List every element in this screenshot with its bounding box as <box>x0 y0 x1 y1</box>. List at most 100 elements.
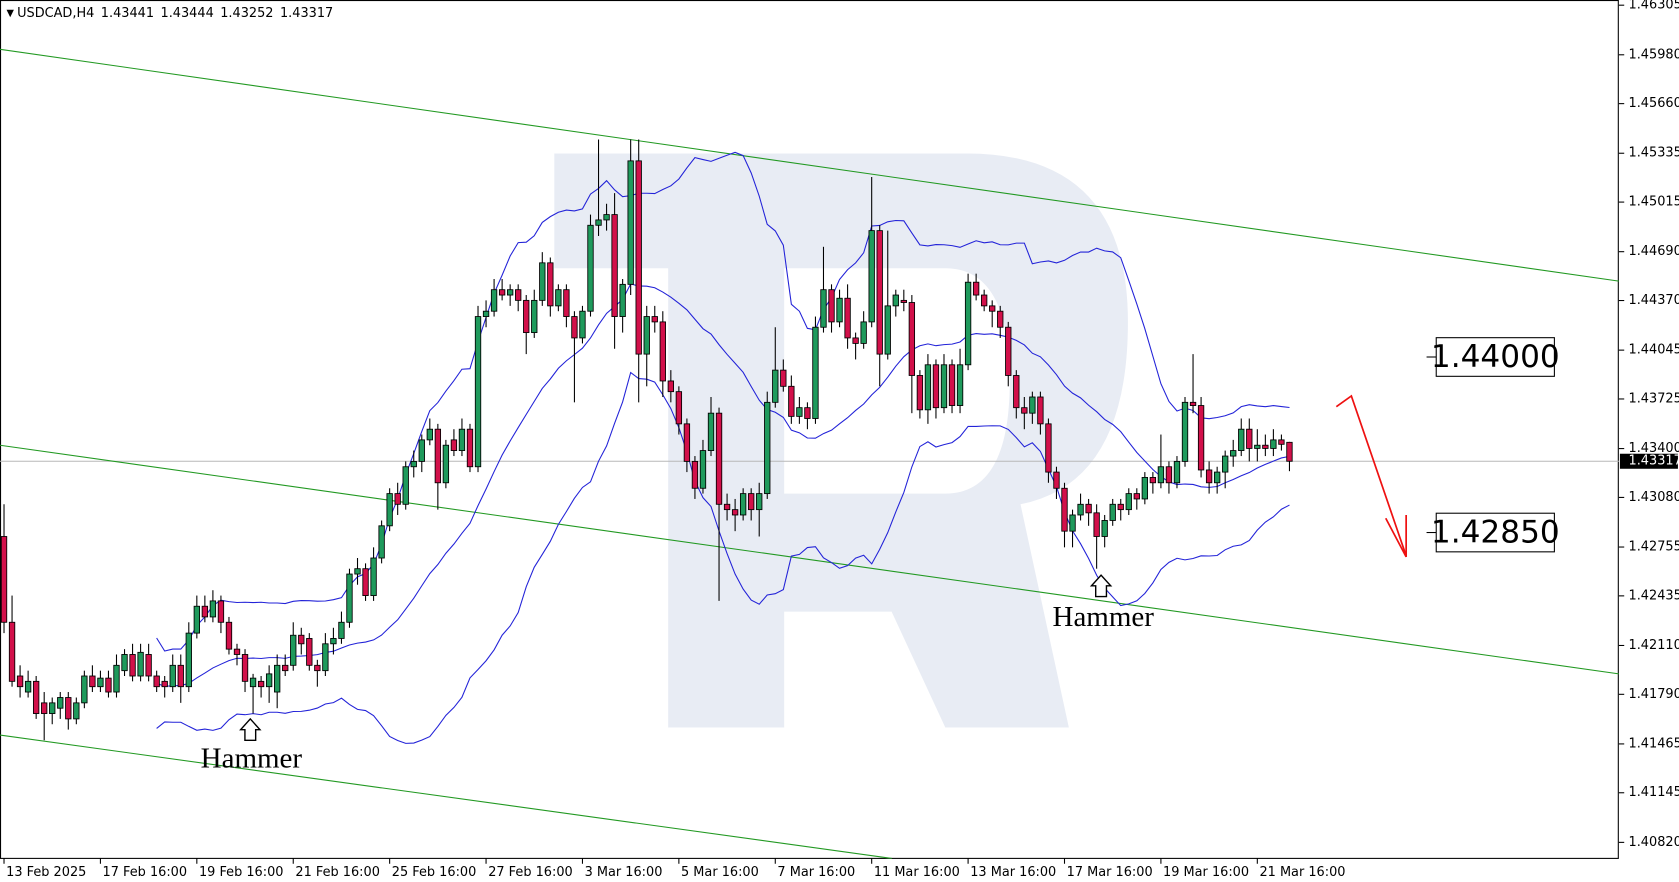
candle-body <box>820 289 827 328</box>
header-open: 1.43441 <box>101 5 154 20</box>
candle-body <box>956 364 964 406</box>
candle-body <box>57 697 64 709</box>
hammer-arrow <box>1089 574 1113 598</box>
x-tick-label: 21 Feb 16:00 <box>295 865 380 880</box>
candle-body <box>916 375 924 411</box>
candle-body <box>1093 512 1100 537</box>
candle-body <box>113 664 120 693</box>
target-label: 1.44000 <box>1431 339 1560 375</box>
candle-body <box>651 316 658 323</box>
candle-body <box>81 675 88 704</box>
candle-body <box>876 230 883 355</box>
candle-body <box>193 605 200 634</box>
candle-body <box>627 160 634 285</box>
symbol: USDCAD,H4 <box>17 5 94 20</box>
candle-body <box>498 289 506 296</box>
candle-body <box>1013 375 1020 409</box>
candle-body <box>924 364 932 411</box>
x-tick-label: 3 Mar 16:00 <box>585 865 663 880</box>
candle-body <box>16 675 24 688</box>
candle-body <box>394 493 401 505</box>
x-tick-label: 19 Feb 16:00 <box>199 865 284 880</box>
candle-body <box>1238 428 1245 451</box>
candle-body <box>852 337 859 344</box>
candle-body <box>1286 441 1293 462</box>
candle-body <box>780 369 787 387</box>
candle-body <box>515 289 522 301</box>
candle-body <box>1181 401 1189 462</box>
candle-body <box>772 369 779 403</box>
candle-body <box>989 305 996 312</box>
candle-body <box>1197 405 1205 471</box>
candle-body <box>1029 396 1036 414</box>
candle-body <box>980 294 988 307</box>
candle-body <box>940 364 948 409</box>
y-tick-label: 1.44690 <box>1629 244 1679 259</box>
candle-body <box>105 677 112 693</box>
candle-body <box>1109 503 1116 521</box>
candle-body <box>161 680 168 688</box>
x-tick-label: 5 Mar 16:00 <box>681 865 759 880</box>
chart-header: ▼ USDCAD,H4 1.43441 1.43444 1.43252 1.43317 <box>6 5 333 20</box>
y-tick-label: 1.41465 <box>1629 736 1679 751</box>
candle-body <box>531 299 538 334</box>
forecast-arrow <box>1335 394 1408 558</box>
candles <box>0 139 1293 741</box>
candle-body <box>812 326 819 419</box>
candle-body <box>748 493 755 511</box>
candle-body <box>1278 439 1285 445</box>
candle-body <box>418 439 425 462</box>
y-tick-label: 1.45015 <box>1629 195 1679 210</box>
candle-body <box>330 638 337 645</box>
candle-body <box>868 230 875 323</box>
candle-body <box>290 634 297 666</box>
x-tick-label: 13 Mar 16:00 <box>970 865 1056 880</box>
candle-body <box>1262 444 1269 449</box>
candle-body <box>121 654 128 672</box>
candle-body <box>1061 487 1068 532</box>
candle-body <box>964 281 972 366</box>
candle-body <box>49 702 56 714</box>
y-tick-label: 1.44370 <box>1629 293 1679 308</box>
last-price-label: 1.43317 <box>1629 454 1679 469</box>
candle-body <box>442 444 450 484</box>
candle-body <box>1133 493 1140 500</box>
candle-body <box>282 664 289 672</box>
candle-body <box>764 401 771 495</box>
candle-body <box>1254 444 1261 449</box>
candle-body <box>571 316 578 339</box>
channel-line <box>0 444 1619 675</box>
targets: 1.44000 1.42850 <box>1426 337 1560 553</box>
candle-body <box>450 439 458 451</box>
candle-body <box>225 621 233 650</box>
x-tick-label: 7 Mar 16:00 <box>777 865 855 880</box>
candle-body <box>458 428 466 451</box>
candle-body <box>201 605 209 618</box>
candle-body <box>209 600 217 618</box>
candle-body <box>41 702 48 714</box>
candle-body <box>667 380 674 393</box>
candle-body <box>723 503 731 511</box>
candle-body <box>683 423 691 462</box>
candle-body <box>643 316 650 355</box>
channel-lines <box>0 48 1619 859</box>
y-tick-label: 1.43400 <box>1629 441 1679 456</box>
candle-body <box>177 664 184 688</box>
x-tick-label: 17 Mar 16:00 <box>1067 865 1153 880</box>
candle-body <box>635 160 642 355</box>
header-close: 1.43317 <box>280 5 333 20</box>
candle-body <box>756 493 763 511</box>
candle-body <box>860 321 867 344</box>
candle-body <box>908 302 916 376</box>
annotation: Hammer <box>201 742 303 774</box>
candle-body <box>306 638 313 666</box>
y-tick-label: 1.45335 <box>1629 146 1679 161</box>
candle-body <box>217 600 225 623</box>
candle-body <box>1045 423 1052 473</box>
candle-body <box>97 677 104 688</box>
candle-body <box>836 297 843 323</box>
x-tick-label: 27 Feb 16:00 <box>488 865 573 880</box>
candle-body <box>370 557 377 596</box>
menu-arrow: ▼ <box>6 8 14 19</box>
